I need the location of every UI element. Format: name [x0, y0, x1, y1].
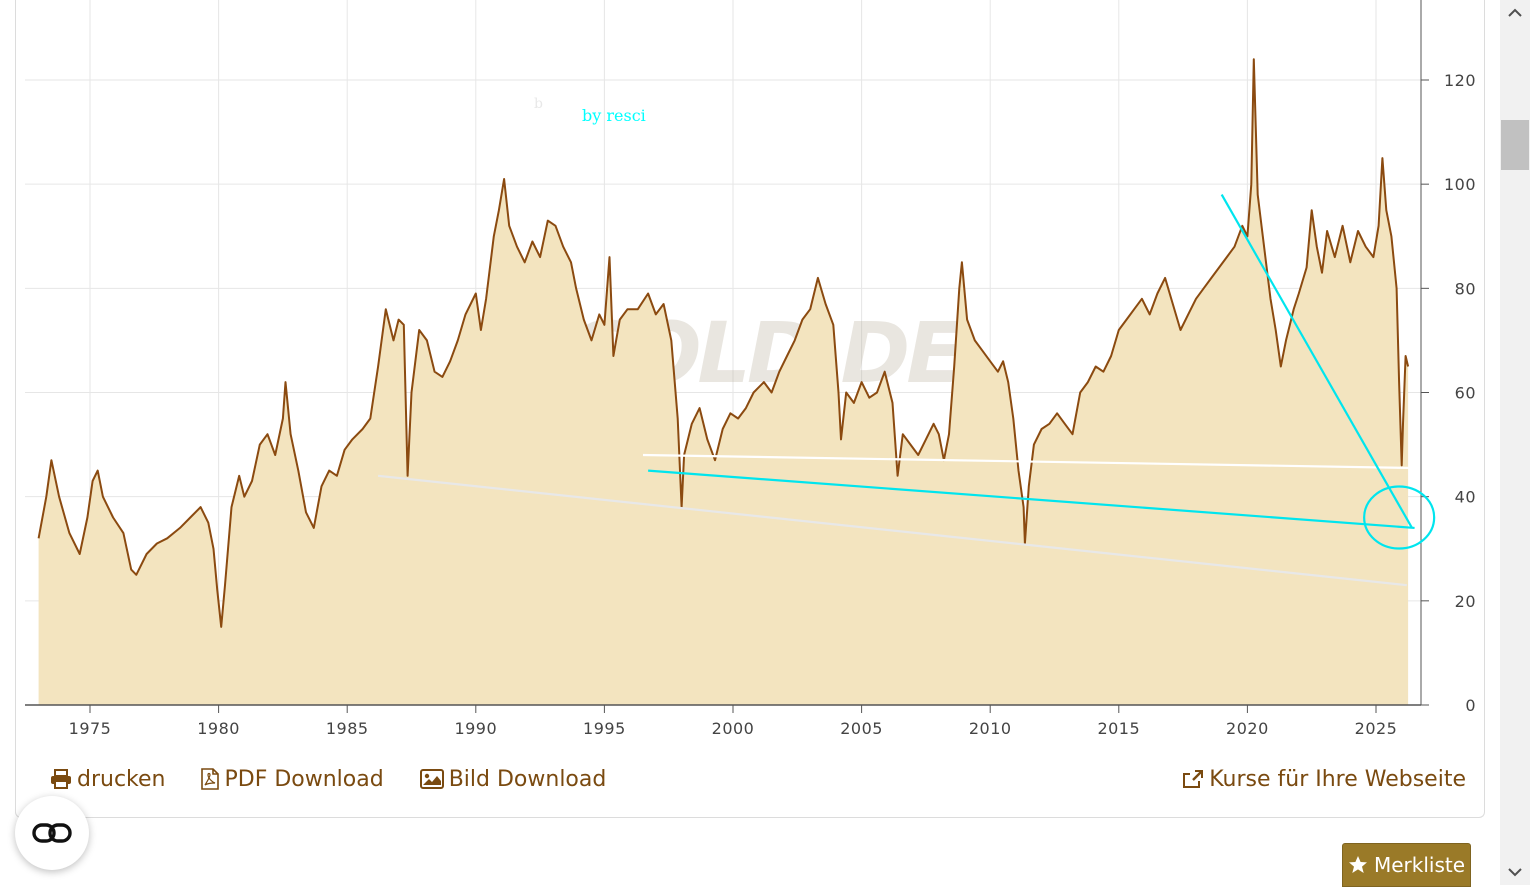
y-tick-label: 40 [1455, 488, 1476, 507]
link-icon [32, 823, 72, 843]
image-download-button[interactable]: Bild Download [419, 766, 607, 792]
x-tick-label: 2015 [1097, 719, 1140, 738]
embed-prices-link[interactable]: Kurse für Ihre Webseite [1182, 767, 1466, 792]
x-tick-label: 1995 [583, 719, 626, 738]
highlight-circle [1363, 485, 1436, 550]
annotation-stray-label: b [534, 96, 543, 112]
print-button[interactable]: drucken [50, 767, 165, 792]
embed-toolbar: Kurse für Ihre Webseite [1182, 764, 1466, 794]
pdf-file-icon [201, 768, 220, 790]
scroll-thumb[interactable] [1501, 120, 1529, 170]
x-tick-label: 2005 [840, 719, 883, 738]
y-tick-label: 20 [1455, 592, 1476, 611]
trend-line [1220, 194, 1413, 529]
scroll-down-arrow-icon[interactable] [1500, 859, 1530, 885]
embed-prices-label: Kurse für Ihre Webseite [1209, 766, 1466, 792]
y-tick-label: 120 [1444, 71, 1476, 90]
image-icon [419, 769, 444, 789]
chart-toolbar: drucken PDF Download Bild Download [50, 764, 606, 794]
watchlist-button[interactable]: Merkliste [1342, 843, 1471, 887]
y-tick-label: 0 [1465, 696, 1476, 715]
x-tick-label: 2020 [1226, 719, 1269, 738]
y-tick-label: 80 [1455, 279, 1476, 298]
printer-icon [51, 769, 71, 789]
x-tick-label: 1990 [454, 719, 497, 738]
x-tick-label: 2000 [712, 719, 755, 738]
share-icon [1183, 770, 1204, 788]
pdf-download-label: PDF Download [224, 766, 384, 792]
y-tick-label: 100 [1444, 175, 1476, 194]
trend-line [642, 453, 1415, 470]
scroll-up-arrow-icon[interactable] [1500, 0, 1530, 26]
trend-line [377, 474, 1407, 587]
link-button[interactable] [15, 796, 89, 870]
page-scrollbar[interactable] [1500, 0, 1530, 885]
price-chart: GOLD.DE 1975 1980 1985 1990 1995 2000 2005 2010… [25, 0, 1476, 738]
x-tick-label: 1975 [69, 719, 112, 738]
chart-annotations: by resci b [377, 96, 1436, 587]
price-area [38, 59, 1409, 705]
x-tick-label: 1985 [326, 719, 369, 738]
watchlist-label: Merkliste [1373, 853, 1466, 877]
print-label: drucken [77, 766, 166, 792]
star-icon [1348, 856, 1367, 873]
trend-line [648, 469, 1415, 530]
y-tick-label: 60 [1455, 384, 1476, 403]
price-line [37, 58, 1410, 628]
x-tick-label: 1980 [197, 719, 240, 738]
x-tick-label: 2010 [969, 719, 1012, 738]
chart-axes: 1975 1980 1985 1990 1995 2000 2005 2010 2015 2020… [25, 0, 1476, 738]
image-download-label: Bild Download [448, 766, 607, 792]
x-tick-label: 2025 [1355, 719, 1398, 738]
pdf-download-button[interactable]: PDF Download [201, 766, 384, 792]
annotation-text: by resci [582, 106, 646, 125]
